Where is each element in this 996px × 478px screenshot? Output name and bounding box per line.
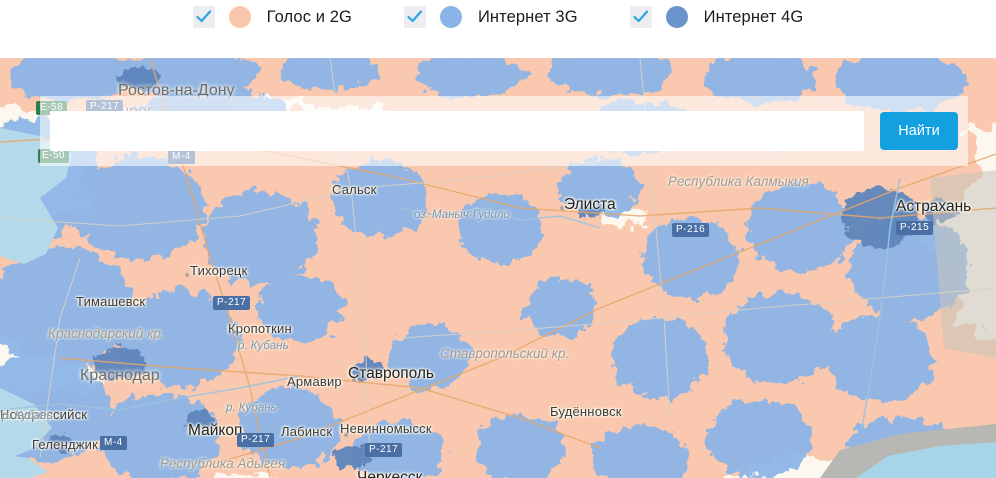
check-icon (407, 10, 423, 23)
search-panel: Найти (40, 96, 968, 166)
map-city-label: Сальск (332, 182, 377, 197)
checkbox-internet-3g[interactable] (403, 6, 426, 28)
legend-label-voice-2g: Голос и 2G (266, 7, 352, 26)
legend-item-internet-4g[interactable]: Интернет 4G (629, 3, 804, 31)
road-shield: Р-217 (365, 443, 403, 457)
city-marker-dot (352, 378, 356, 382)
map-region-label: Республика Адыгея (160, 456, 286, 471)
map-city-label: Будённовск (550, 404, 622, 419)
city-marker-dot (878, 216, 882, 220)
road-shield: Р-216 (672, 223, 710, 237)
map-city-label: Геленджик (32, 437, 98, 452)
map-city-label: Новороссийск (0, 407, 88, 422)
map-city-label: Лабинск (281, 424, 333, 439)
road-shield: Р-217 (237, 433, 275, 447)
swatch-voice-2g (228, 6, 251, 28)
swatch-internet-4g (665, 6, 688, 28)
map-city-label: Тимашевск (76, 294, 146, 309)
road-shield: Р-215 (896, 221, 934, 235)
map-water-label: р. Кубань (226, 402, 277, 414)
map-city-label: Элиста (564, 196, 616, 213)
check-icon (196, 10, 211, 23)
swatch-internet-3g (439, 6, 462, 28)
search-input[interactable] (50, 111, 864, 151)
map-water-label: р. Кубань (2, 410, 53, 422)
road-shield: Р-217 (213, 296, 251, 310)
legend-item-internet-3g[interactable]: Интернет 3G (403, 3, 578, 31)
search-button[interactable]: Найти (880, 112, 958, 150)
map-water-label: р. Кубань (238, 340, 289, 352)
caspian-sea (856, 442, 996, 478)
map-city-label: Кропоткин (228, 321, 292, 336)
map-city-label: Невинномысск (340, 421, 432, 436)
legend-label-internet-3g: Интернет 3G (477, 7, 578, 26)
map-city-label: Ставрополь (348, 365, 435, 382)
city-marker-dot (344, 433, 348, 437)
black-sea (0, 388, 52, 462)
map-city-label: Армавир (287, 374, 342, 389)
checkbox-voice-2g[interactable] (192, 6, 215, 28)
map-water-label: оз. Маныч-Гудило (414, 209, 510, 221)
checkbox-internet-4g[interactable] (629, 6, 652, 28)
map-city-label: Астрахань (896, 198, 972, 215)
map-region-label: Республика Калмыкия (668, 174, 809, 189)
map-region-label: Краснодарский кр. (48, 326, 165, 341)
legend-bar: Голос и 2G Интернет 3G Интерне (0, 0, 996, 58)
map-city-label: Тихорецк (190, 263, 248, 278)
legend-items: Голос и 2G Интернет 3G Интерне (192, 3, 804, 31)
city-marker-dot (560, 206, 564, 210)
check-icon (633, 10, 648, 23)
legend-item-voice-2g[interactable]: Голос и 2G (192, 3, 352, 31)
map-city-label: Краснодар (80, 367, 160, 384)
road-shield: М-4 (100, 436, 127, 450)
city-marker-dot (185, 273, 189, 277)
city-marker-dot (232, 330, 236, 334)
map-city-label: Черкесск (357, 469, 423, 478)
legend-label-internet-4g: Интернет 4G (703, 7, 804, 26)
map-city-label: Майкоп (188, 422, 243, 439)
map-region-label: Ставропольский кр. (440, 346, 570, 361)
